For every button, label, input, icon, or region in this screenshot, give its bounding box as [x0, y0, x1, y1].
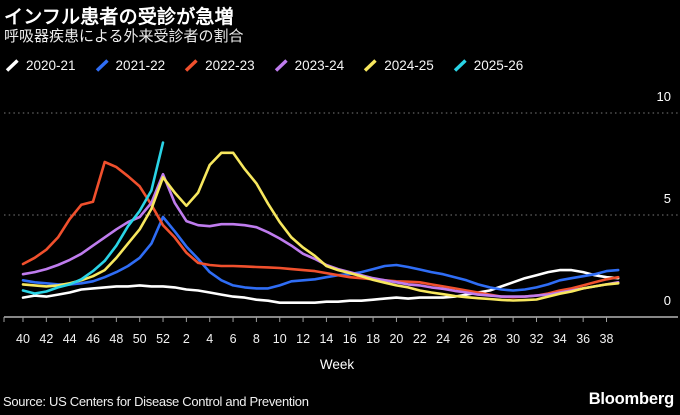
legend-item: 2022-23	[183, 58, 255, 73]
x-axis-label: 52	[156, 332, 170, 346]
x-axis-label: 28	[483, 332, 497, 346]
x-axis-label: 12	[296, 332, 310, 346]
x-axis-label: 6	[230, 332, 237, 346]
bloomberg-logo: Bloomberg	[588, 390, 674, 408]
page-title: インフル患者の受診が急増	[4, 7, 234, 28]
x-axis-label: 24	[436, 332, 450, 346]
x-axis-label: 46	[86, 332, 100, 346]
legend-item: 2020-21	[4, 58, 76, 73]
legend-swatch-icon	[364, 59, 377, 72]
x-axis-label: 32	[530, 332, 544, 346]
x-axis-label: 18	[366, 332, 380, 346]
series-line-2020-21	[21, 268, 620, 304]
x-axis-label: 14	[319, 332, 333, 346]
legend-label: 2023-24	[294, 58, 345, 73]
y-axis-label: 10	[657, 89, 671, 104]
x-axis-label: 34	[553, 332, 567, 346]
legend-label: 2022-23	[205, 58, 255, 73]
x-axis-label: 10	[273, 332, 287, 346]
legend-item: 2024-25	[362, 58, 434, 73]
x-axis-label: 20	[389, 332, 403, 346]
legend-label: 2021-22	[115, 58, 166, 73]
source-text: Source: US Centers for Disease Control a…	[3, 394, 309, 409]
x-axis-label: 16	[343, 332, 357, 346]
x-axis-label: 8	[253, 332, 260, 346]
x-axis-label: 44	[63, 332, 77, 346]
y-axis-label: 5	[664, 191, 671, 206]
legend-swatch-icon	[5, 59, 19, 72]
x-axis-label: 48	[109, 332, 123, 346]
x-axis-label: 42	[39, 332, 53, 346]
x-axis-title: Week	[320, 357, 355, 372]
x-axis-label: 22	[413, 332, 427, 346]
legend-label: 2025-26	[473, 58, 524, 73]
series-line-2024-25	[21, 151, 620, 302]
x-axis-label: 38	[600, 332, 614, 346]
series-line-2025-26	[21, 141, 165, 295]
x-axis-label: 30	[506, 332, 520, 346]
legend-item: 2025-26	[452, 58, 524, 73]
legend-item: 2023-24	[273, 58, 345, 73]
legend-swatch-icon	[274, 59, 288, 72]
x-axis-label: 40	[16, 332, 30, 346]
chart-legend: 2020-21 2021-22 2022-23 2023-24 2024-25 2025-…	[4, 58, 523, 73]
x-axis-label: 50	[133, 332, 147, 346]
legend-swatch-icon	[95, 59, 109, 72]
x-axis-label: 2	[183, 332, 190, 346]
x-axis-label: 4	[206, 332, 213, 346]
legend-item: 2021-22	[94, 58, 166, 73]
legend-label: 2024-25	[384, 58, 434, 73]
y-axis-label: 0	[664, 293, 671, 308]
x-axis-label: 26	[460, 332, 474, 346]
legend-swatch-icon	[453, 59, 467, 72]
chart-subtitle: 呼吸器疾患による外来受診者の割合	[4, 28, 244, 45]
series-line-2021-22	[21, 215, 620, 292]
legend-label: 2020-21	[26, 58, 76, 73]
chart-footer: Source: US Centers for Disease Control a…	[0, 390, 680, 409]
legend-swatch-icon	[184, 59, 198, 72]
x-axis-label: 36	[576, 332, 590, 346]
